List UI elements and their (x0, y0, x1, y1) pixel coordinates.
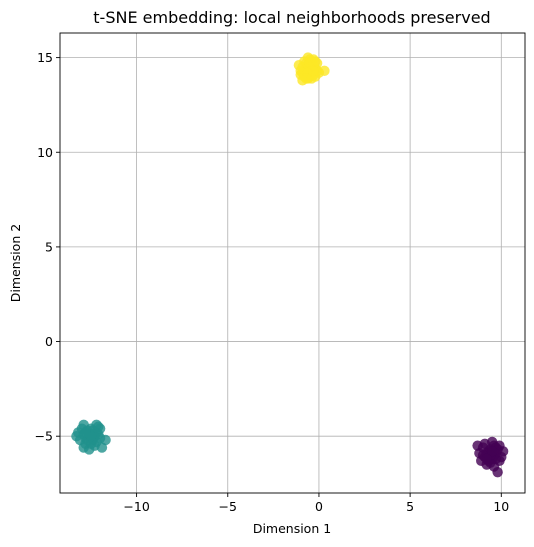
y-tick-label: −5 (35, 429, 53, 444)
scatter-point (96, 442, 108, 453)
y-tick-label: 15 (37, 50, 53, 65)
y-tick-label: 10 (37, 145, 53, 160)
scatter-point (481, 453, 492, 465)
plot-frame (59, 32, 526, 494)
y-axis-label: Dimension 2 (8, 224, 23, 302)
scatter-point (78, 442, 89, 453)
x-tick-label: 10 (493, 499, 509, 514)
chart-title: t-SNE embedding: local neighborhoods pre… (93, 8, 490, 27)
scatter-point (319, 65, 330, 77)
scatter-point (73, 427, 84, 438)
x-tick-label: −10 (123, 499, 149, 514)
x-axis-label: Dimension 1 (253, 521, 331, 536)
data-points (71, 52, 509, 478)
grid-lines (60, 33, 525, 493)
y-tick-label: 5 (45, 239, 53, 254)
x-tick-label: 0 (315, 499, 323, 514)
x-tick-label: 5 (406, 499, 414, 514)
scatter-point (486, 446, 498, 457)
scatter-point (300, 73, 312, 84)
scatter-point (91, 419, 102, 431)
x-tick-label: −5 (219, 499, 237, 514)
scatter-point (472, 440, 483, 451)
scatter-point (492, 466, 503, 478)
axis-ticks: −10 −5 0 5 10 −5 0 5 10 15 (35, 50, 510, 514)
y-tick-label: 0 (45, 334, 53, 349)
scatter-point (304, 58, 316, 69)
scatter-point (80, 427, 91, 438)
